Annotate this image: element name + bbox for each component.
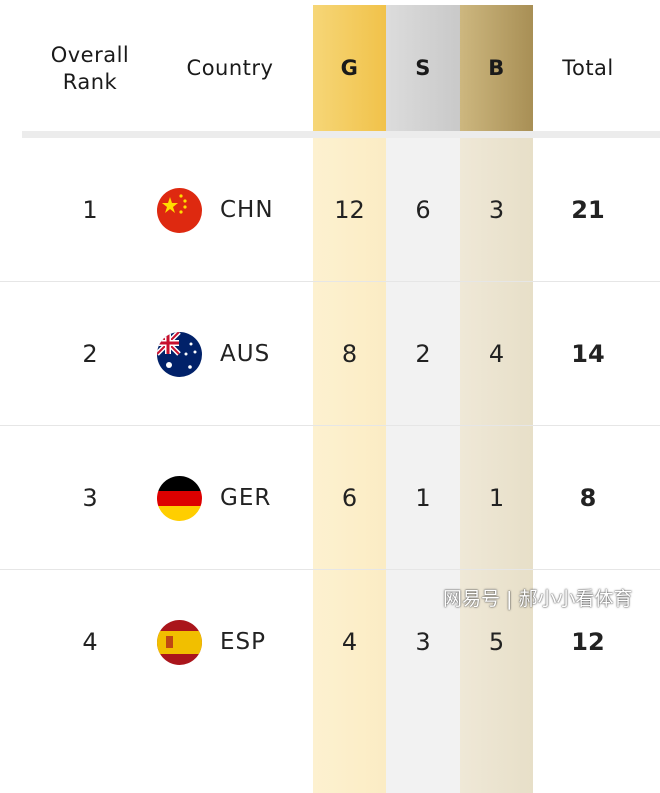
silver-count: 6: [415, 196, 431, 224]
rank: 2: [82, 340, 98, 368]
total-count: 14: [571, 340, 605, 368]
bronze-header[interactable]: B: [488, 56, 505, 80]
gold-header-bg: [313, 5, 386, 131]
country-code: GER: [220, 485, 272, 511]
bronze-count: 5: [488, 628, 505, 656]
bronze-count: 4: [488, 340, 505, 368]
gold-count: 12: [334, 196, 365, 224]
silver-header[interactable]: S: [415, 56, 431, 80]
gold-count: 8: [341, 340, 358, 368]
table-row[interactable]: 2 AUS 8 2 4 14: [0, 282, 660, 426]
rank: 1: [82, 196, 98, 224]
total-header[interactable]: Total: [562, 56, 614, 80]
bronze-count: 1: [488, 484, 505, 512]
rank-header-line1: Overall: [50, 43, 130, 67]
gold-header[interactable]: G: [340, 56, 359, 80]
silver-count: 1: [415, 484, 431, 512]
rank-header-line2: Rank: [62, 70, 118, 94]
table-row[interactable]: 4 ESP 4 3 5 12: [0, 570, 660, 714]
total-count: 12: [571, 628, 605, 656]
watermark: 网易号 | 郝小小看体育: [443, 588, 633, 610]
total-count: 21: [571, 196, 605, 224]
rank-header[interactable]: Overall Rank: [30, 42, 150, 96]
gold-count: 4: [341, 628, 358, 656]
spain-flag-icon: [157, 620, 202, 665]
table-row[interactable]: 1 CHN 12 6 3 21: [0, 138, 660, 282]
bronze-count: 3: [488, 196, 505, 224]
silver-count: 2: [415, 340, 431, 368]
silver-header-bg: [386, 5, 460, 131]
germany-flag-icon: [157, 476, 202, 521]
china-flag-icon: [157, 188, 202, 233]
total-count: 8: [579, 484, 597, 512]
header-divider: [22, 131, 660, 138]
gold-count: 6: [341, 484, 358, 512]
country-code: ESP: [220, 629, 267, 655]
bronze-header-bg: [460, 5, 533, 131]
country-header[interactable]: Country: [186, 56, 274, 80]
country-code: CHN: [220, 197, 274, 223]
table-row[interactable]: 3 GER 6 1 1 8: [0, 426, 660, 570]
rank: 4: [82, 628, 98, 656]
australia-flag-icon: [157, 332, 202, 377]
rank: 3: [82, 484, 98, 512]
silver-count: 3: [415, 628, 431, 656]
country-code: AUS: [220, 341, 271, 367]
